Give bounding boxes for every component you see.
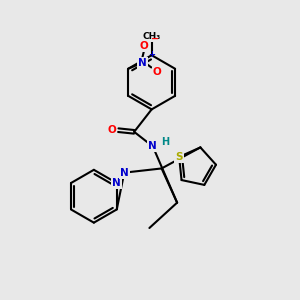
Text: CH₃: CH₃ [142,32,161,40]
Text: N: N [120,168,129,178]
Text: H: H [162,137,170,147]
Text: N: N [138,58,146,68]
Text: O: O [139,41,148,51]
Text: N: N [148,141,157,151]
Text: N: N [112,178,121,188]
Text: +: + [148,50,155,59]
Text: S: S [176,152,183,162]
Text: O: O [107,125,116,135]
Text: O: O [153,67,162,77]
Text: −: − [151,33,159,43]
